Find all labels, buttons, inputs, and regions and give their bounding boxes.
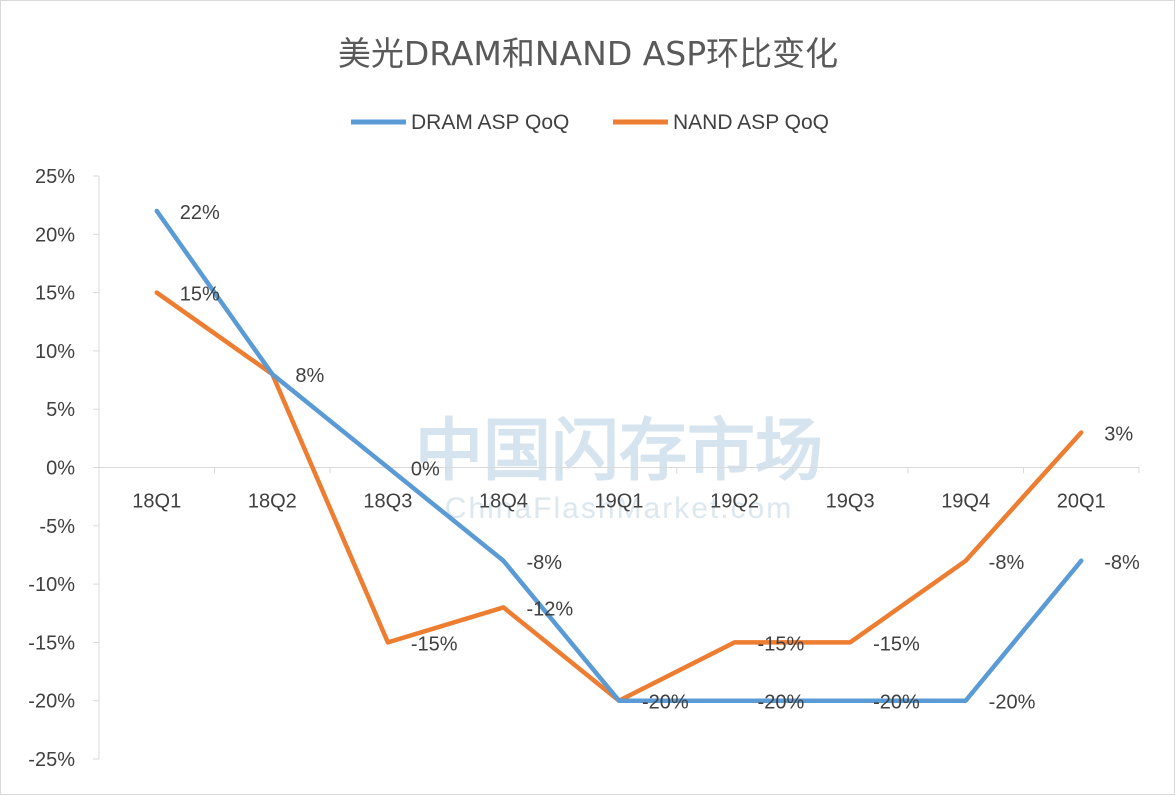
x-tick-label: 19Q1 bbox=[595, 491, 644, 513]
x-tick-label: 19Q2 bbox=[710, 491, 759, 513]
y-tick-label: 0% bbox=[46, 458, 75, 480]
x-tick-label: 20Q1 bbox=[1057, 491, 1106, 513]
legend: DRAM ASP QoQ NAND ASP QoQ bbox=[351, 111, 829, 134]
y-tick-label: 5% bbox=[46, 399, 75, 421]
watermark-cn-text: 中国闪存市场 bbox=[415, 412, 823, 491]
data-label-dram: 8% bbox=[295, 365, 324, 387]
data-label-dram: 0% bbox=[411, 459, 440, 481]
legend-label-2: NAND ASP QoQ bbox=[673, 111, 829, 134]
y-tick-label: 20% bbox=[35, 224, 75, 246]
y-tick-label: -15% bbox=[28, 632, 75, 654]
data-labels: 22% 8% 0% -8% -20% -20% -20% -20% -8% 15% -15% -12%… bbox=[180, 202, 1140, 714]
y-tick-label: -25% bbox=[28, 749, 75, 771]
chart-title: 美光DRAM和NAND ASP环比变化 bbox=[338, 34, 838, 73]
x-tick-label: 18Q1 bbox=[132, 491, 181, 513]
data-label-dram: 22% bbox=[180, 202, 220, 224]
watermark-en-text: ChinaFlashMarket.com bbox=[445, 492, 793, 525]
x-tick-label: 18Q3 bbox=[363, 491, 412, 513]
legend-label-1: DRAM ASP QoQ bbox=[411, 111, 569, 134]
y-tick-label: 15% bbox=[35, 283, 75, 305]
data-label-nand: 15% bbox=[180, 284, 220, 306]
data-label-dram: -20% bbox=[758, 692, 805, 714]
data-label-nand: -12% bbox=[526, 598, 573, 620]
series-line-dram bbox=[154, 208, 1084, 703]
y-tick-label: -10% bbox=[28, 574, 75, 596]
data-label-nand: -15% bbox=[411, 633, 458, 655]
watermark: 中国闪存市场 ChinaFlashMarket.com bbox=[415, 412, 823, 525]
data-label-dram: -20% bbox=[642, 692, 689, 714]
data-label-dram: -8% bbox=[526, 552, 562, 574]
y-tick-label: 10% bbox=[35, 341, 75, 363]
y-tick-label: 25% bbox=[35, 166, 75, 188]
axes: 25% 20% 15% 10% 5% 0% -5% -10% -15% -20% -25% 18Q1 1… bbox=[28, 166, 1140, 771]
y-tick-label: -5% bbox=[39, 516, 75, 538]
data-label-dram: -8% bbox=[1104, 552, 1140, 574]
data-label-nand: -8% bbox=[989, 552, 1025, 574]
series-layer bbox=[154, 208, 1084, 703]
x-tick-label: 18Q2 bbox=[248, 491, 297, 513]
x-tick-label: 18Q4 bbox=[479, 491, 528, 513]
data-label-nand: 3% bbox=[1104, 424, 1133, 446]
data-label-dram: -20% bbox=[873, 692, 920, 714]
x-tick-label: 19Q4 bbox=[941, 491, 990, 513]
data-label-nand: -15% bbox=[758, 633, 805, 655]
x-tick-label: 19Q3 bbox=[826, 491, 875, 513]
y-tick-label: -20% bbox=[28, 691, 75, 713]
data-label-dram: -20% bbox=[989, 692, 1036, 714]
data-label-nand: -15% bbox=[873, 633, 920, 655]
